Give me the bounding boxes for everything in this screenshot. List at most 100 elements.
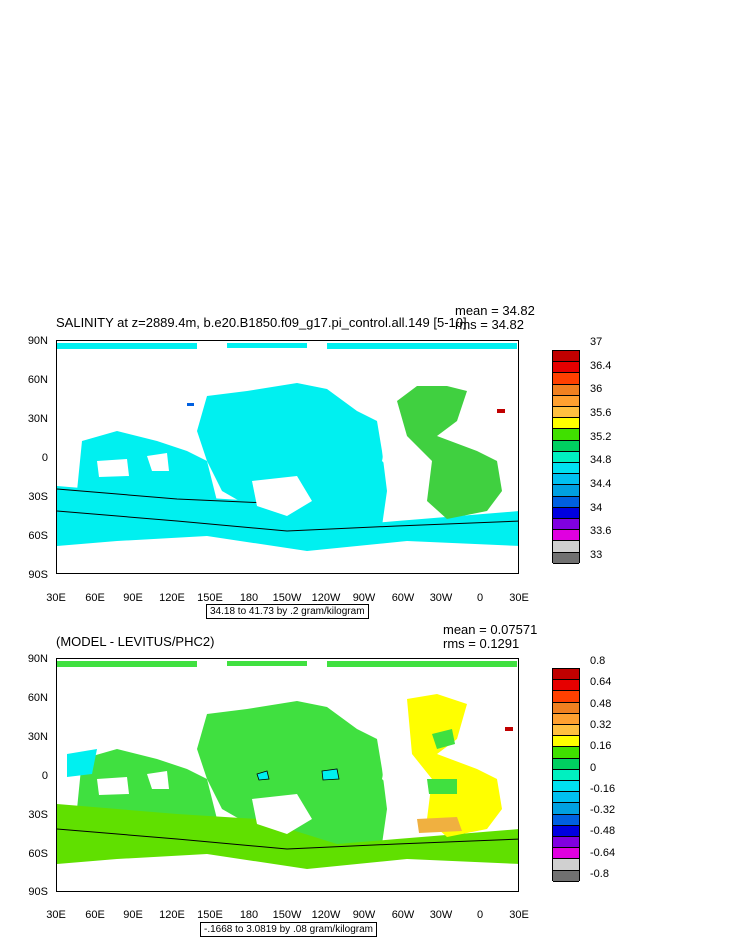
colorbar-swatch — [553, 541, 579, 553]
colorbar-swatch — [553, 485, 579, 497]
bottom-mean-label: mean = 0.07571 — [443, 622, 538, 637]
top-lat-label: 30N — [27, 413, 48, 425]
top-lon-label: 90W — [352, 592, 376, 604]
colorbar-swatch — [553, 747, 579, 759]
colorbar-label: 0 — [590, 761, 597, 774]
colorbar-swatch — [553, 769, 579, 782]
bottom-rms-label: rms = 0.1291 — [443, 636, 520, 651]
colorbar-label: 36 — [590, 383, 603, 396]
top-lon-label: 30E — [509, 592, 529, 604]
top-title: SALINITY at z=2889.4m, b.e20.B1850.f09_g… — [56, 315, 467, 330]
colorbar-swatch — [553, 507, 579, 520]
bottom-lon-label: 60W — [391, 909, 415, 921]
colorbar-label: 0.16 — [590, 740, 612, 753]
colorbar-swatch — [553, 552, 579, 564]
colorbar-label: 34 — [590, 501, 603, 514]
colorbar-swatch — [553, 758, 579, 770]
colorbar-swatch — [553, 702, 579, 714]
colorbar-swatch — [553, 691, 579, 703]
colorbar-swatch — [553, 713, 579, 726]
top-lon-label: 180 — [239, 592, 259, 604]
bottom-lon-label: 30W — [429, 909, 453, 921]
bottom-land-australia — [252, 794, 312, 834]
top-lon-label: 150W — [272, 592, 302, 604]
colorbar-swatch — [553, 803, 579, 815]
bottom-lon-label: 30E — [509, 909, 529, 921]
colorbar-label: 37 — [590, 336, 603, 348]
colorbar-label: -0.48 — [590, 825, 616, 838]
colorbar-swatch — [553, 870, 579, 882]
colorbar-swatch — [553, 418, 579, 430]
colorbar-label: 0.48 — [590, 697, 612, 710]
bottom-lon-label: 60E — [85, 909, 105, 921]
colorbar-swatch — [553, 859, 579, 871]
top-arctic-strip — [57, 343, 197, 349]
colorbar-swatch — [553, 736, 579, 748]
top-lon-label: 150E — [197, 592, 223, 604]
bottom-lon-label: 120W — [311, 909, 341, 921]
bottom-lon-label: 150W — [272, 909, 302, 921]
bottom-arctic-strip — [57, 661, 197, 667]
colorbar-swatch — [553, 451, 579, 464]
colorbar-label: 0.32 — [590, 718, 612, 731]
top-lon-label: 60E — [85, 592, 105, 604]
colorbar-label: -0.32 — [590, 804, 616, 817]
bottom-lon-label: 120E — [159, 909, 185, 921]
bottom-lat-label: 30S — [28, 809, 48, 821]
colorbar-swatch — [553, 781, 579, 793]
colorbar-swatch — [553, 474, 579, 486]
colorbar-swatch — [553, 395, 579, 408]
colorbar-swatch — [553, 496, 579, 508]
top-lat-label: 30S — [28, 491, 48, 503]
bottom-lat-label: 90S — [28, 886, 48, 898]
top-rms-label: rms = 34.82 — [455, 317, 525, 332]
top-land-australia — [252, 476, 312, 516]
top-lat-label: 60N — [27, 374, 48, 386]
colorbar-swatch — [553, 825, 579, 838]
bottom-lon-label: 90W — [352, 909, 376, 921]
colorbar-swatch — [553, 837, 579, 849]
colorbar-label: 0.8 — [590, 655, 606, 667]
colorbar-swatch — [553, 384, 579, 396]
top-atlantic-region — [397, 386, 502, 519]
top-map-plot — [56, 340, 519, 574]
colorbar-swatch — [553, 351, 579, 363]
bottom-lat-label: 60S — [28, 848, 48, 860]
colorbar-swatch — [553, 680, 579, 692]
colorbar-swatch — [553, 407, 579, 419]
bottom-southern-region — [57, 804, 518, 869]
colorbar-label: 35.6 — [590, 407, 612, 419]
colorbar-swatch — [553, 440, 579, 452]
top-contour-info: 34.18 to 41.73 by .2 gram/kilogram — [206, 604, 369, 619]
colorbar-swatch — [553, 814, 579, 826]
colorbar-swatch — [553, 429, 579, 441]
top-mean-label: mean = 34.82 — [455, 303, 535, 318]
bottom-lat-label: 30N — [27, 731, 48, 743]
difference-panel: mean = 0.07571 (MODEL - LEVITUS/PHC2) rm… — [0, 620, 733, 945]
top-lat-label: 60S — [28, 530, 48, 542]
colorbar-swatch — [553, 792, 579, 804]
colorbar-swatch — [553, 725, 579, 737]
colorbar-label: -0.16 — [590, 782, 616, 795]
salinity-panel: mean = 34.82 SALINITY at z=2889.4m, b.e2… — [27, 303, 612, 619]
colorbar-label: 34.8 — [590, 454, 612, 467]
colorbar-label: 36.4 — [590, 359, 612, 372]
top-lon-label: 120E — [159, 592, 185, 604]
bottom-lon-label: 0 — [476, 909, 484, 921]
top-lon-label: 120W — [311, 592, 341, 604]
colorbar-swatch — [553, 463, 579, 475]
top-indian-region — [77, 431, 217, 506]
top-lon-label: 60W — [391, 592, 415, 604]
top-southern-region — [57, 486, 518, 551]
top-pacific-region — [197, 383, 387, 531]
bottom-atlantic-region — [407, 694, 502, 837]
top-lon-label: 0 — [476, 592, 484, 604]
colorbar-label: 33 — [590, 549, 603, 561]
bottom-map-plot — [56, 658, 519, 892]
bottom-lon-label: 30E — [46, 909, 66, 921]
colorbar-swatch — [553, 362, 579, 374]
bottom-title: (MODEL - LEVITUS/PHC2) — [56, 634, 215, 649]
top-lat-label: 90N — [27, 335, 48, 347]
top-lat-label: 0 — [41, 452, 48, 464]
colorbar-swatch — [553, 373, 579, 385]
